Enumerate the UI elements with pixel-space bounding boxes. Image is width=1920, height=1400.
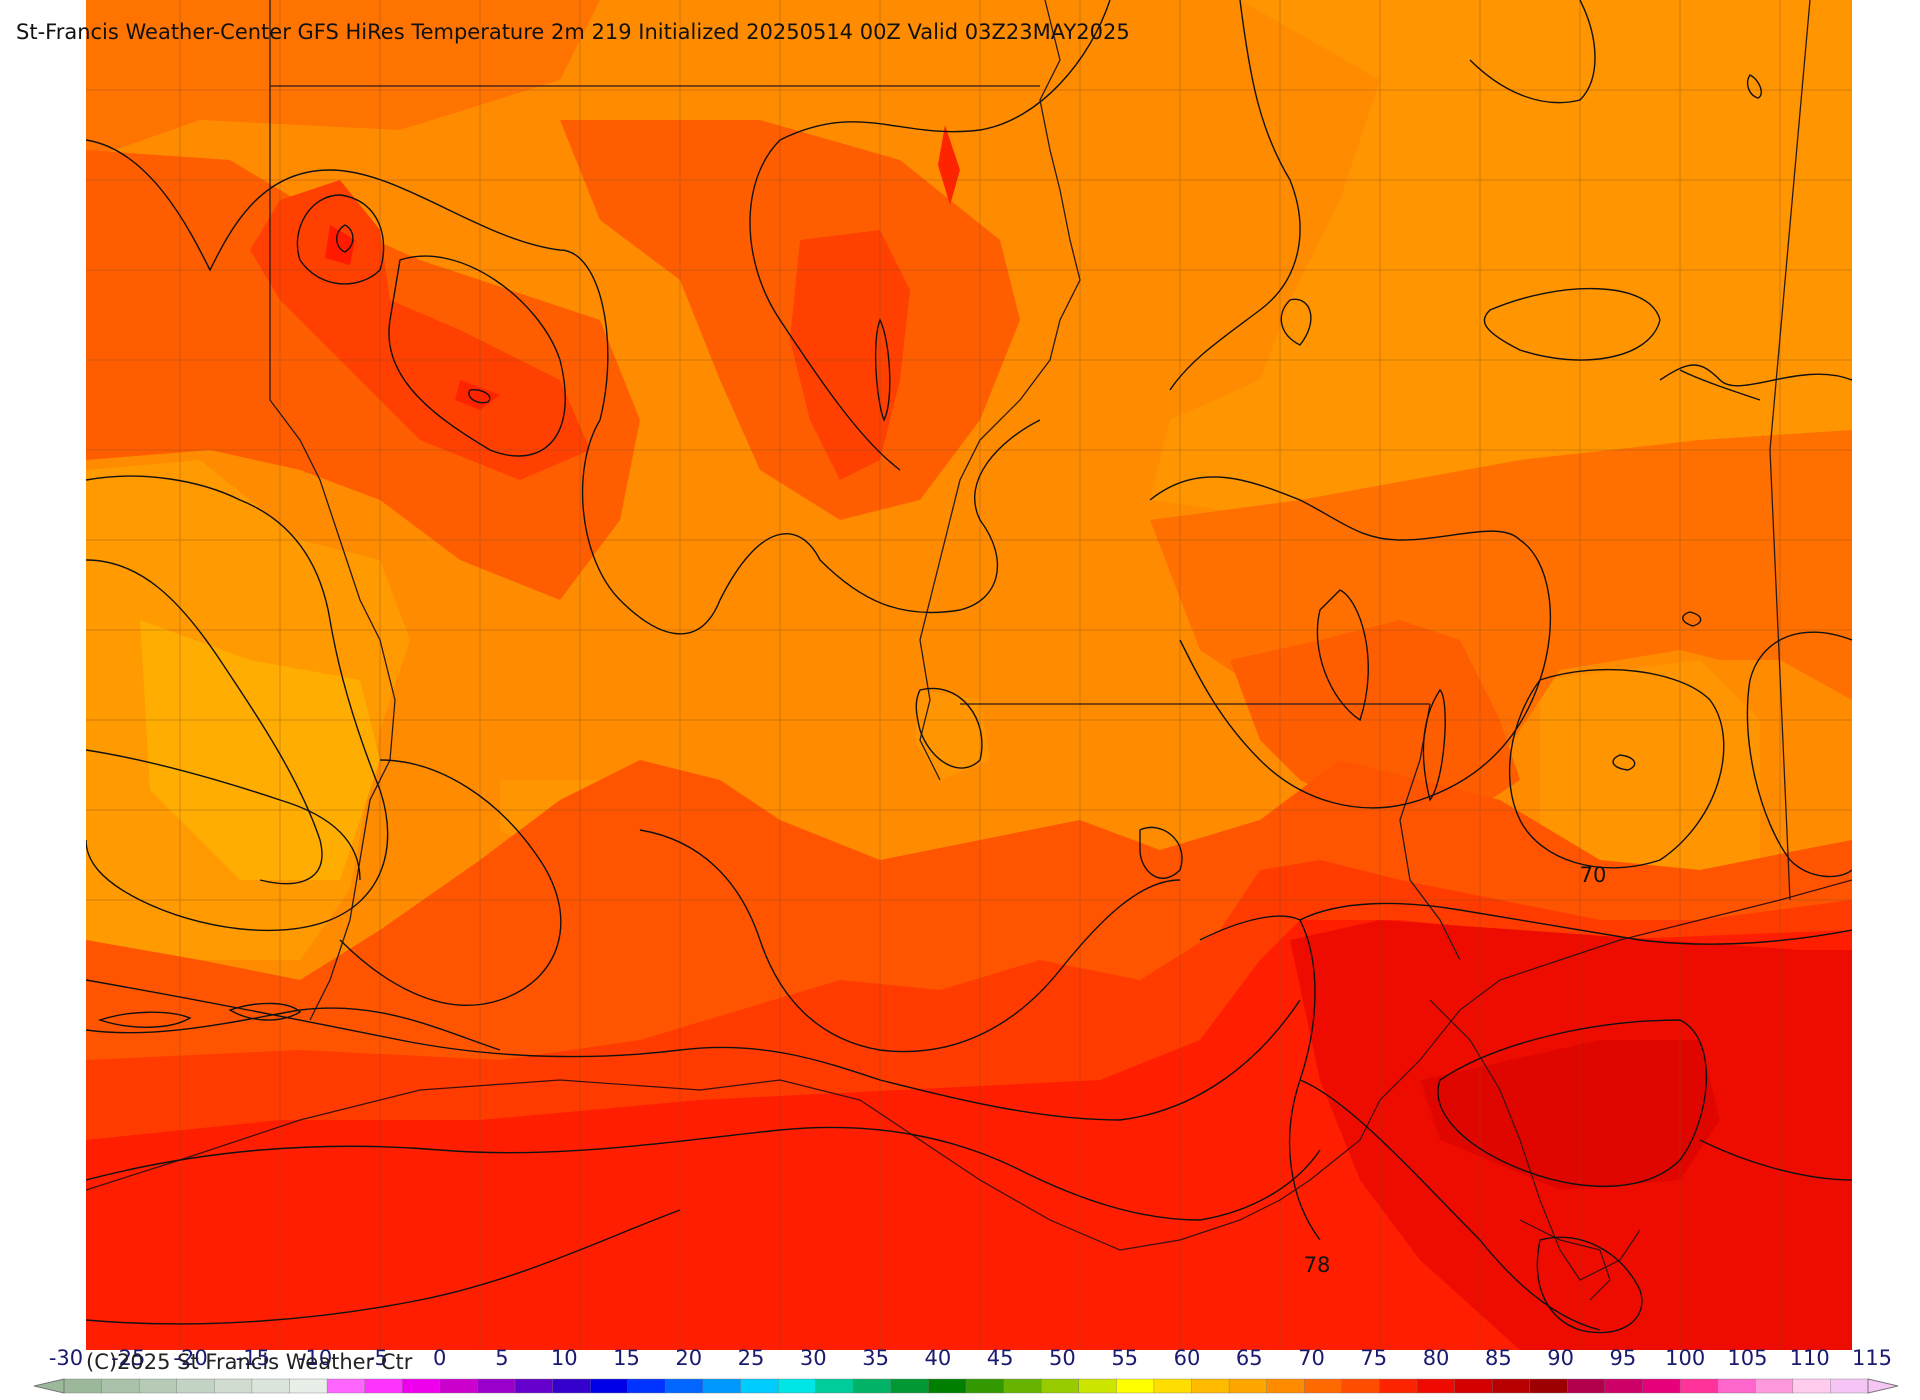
temperature-fill-layer [86, 0, 1852, 1350]
colorbar-cell [1191, 1378, 1230, 1394]
colorbar-cell [214, 1378, 253, 1394]
colorbar-cell [777, 1378, 817, 1394]
colorbar-tick-label: 20 [675, 1346, 703, 1370]
colorbar-cell [1830, 1378, 1869, 1394]
colorbar-cell [439, 1378, 479, 1394]
colorbar-cell [1604, 1378, 1644, 1394]
colorbar-tick-label: 60 [1173, 1346, 1201, 1370]
colorbar-cell [702, 1378, 742, 1394]
colorbar-cell [1341, 1378, 1381, 1394]
colorbar-cell [1717, 1378, 1756, 1394]
colorbar-cell [552, 1378, 591, 1394]
colorbar-cell [965, 1378, 1005, 1394]
colorbar-tick-label: 70 [1298, 1346, 1325, 1370]
colorbar-tick-label: 35 [862, 1346, 889, 1370]
colorbar-cell [1454, 1378, 1493, 1394]
colorbar-cell [1078, 1378, 1118, 1394]
colorbar-tick-label: -20 [173, 1346, 208, 1370]
colorbar-cell [665, 1378, 704, 1394]
colorbar-tick-label: 5 [495, 1346, 509, 1370]
colorbar-tick-label: 55 [1111, 1346, 1139, 1370]
colorbar-tick-label: 105 [1727, 1346, 1768, 1370]
colorbar-tick-label: 95 [1609, 1346, 1637, 1370]
colorbar-cell [326, 1378, 366, 1394]
colorbar-tick-label: 75 [1360, 1346, 1388, 1370]
colorbar-cell [815, 1378, 854, 1394]
coastline [86, 879, 1852, 1301]
colorbar-cell [890, 1378, 930, 1394]
colorbar-max-arrow [1867, 1378, 1899, 1394]
contour-label-78: 78 [1303, 1253, 1331, 1277]
colorbar-cell [1116, 1378, 1155, 1394]
colorbar-tick-label: 90 [1547, 1346, 1574, 1370]
colorbar-cell [1153, 1378, 1193, 1394]
colorbar-tick-label: 50 [1049, 1346, 1076, 1370]
colorbar-cell [63, 1378, 103, 1394]
state-boundaries [269, 0, 1811, 1021]
colorbar-cell [627, 1378, 667, 1394]
colorbar-cell [1567, 1378, 1606, 1394]
colorbar-cell [101, 1378, 140, 1394]
colorbar-cell [514, 1378, 554, 1394]
colorbar-cell [1416, 1378, 1456, 1394]
colorbar-tick-label: -25 [111, 1346, 146, 1370]
colorbar-tick-label: 15 [613, 1346, 640, 1370]
colorbar-cell [289, 1378, 328, 1394]
colorbar-tick-label: 110 [1789, 1346, 1830, 1370]
colorbar-cell [853, 1378, 892, 1394]
colorbar-min-arrow [33, 1378, 65, 1394]
colorbar-cell [1379, 1378, 1418, 1394]
map-title: St-Francis Weather-Center GFS HiRes Temp… [16, 20, 1130, 44]
colorbar-cell [1642, 1378, 1681, 1394]
colorbar-cell [1304, 1378, 1343, 1394]
colorbar-cell [740, 1378, 779, 1394]
colorbar-tick-label: 115 [1851, 1346, 1893, 1370]
colorbar-tick-label: -15 [235, 1346, 270, 1370]
temperature-colorbar [33, 1378, 1899, 1394]
colorbar-tick-label: 40 [924, 1346, 952, 1370]
colorbar-cell [1228, 1378, 1268, 1394]
isotherm-contours [86, 0, 1852, 1334]
colorbar-tick-label: 65 [1235, 1346, 1263, 1370]
colorbar-cell [364, 1378, 403, 1394]
colorbar-tick-label: 25 [737, 1346, 765, 1370]
colorbar-cell [251, 1378, 291, 1394]
colorbar-cell [1491, 1378, 1531, 1394]
colorbar-tick-label: 30 [799, 1346, 827, 1370]
colorbar-cell [138, 1378, 178, 1394]
colorbar-tick-label: 45 [986, 1346, 1014, 1370]
colorbar-cell [589, 1378, 629, 1394]
colorbar-cell [402, 1378, 441, 1394]
colorbar-cell [928, 1378, 967, 1394]
colorbar-tick-label: 10 [550, 1346, 578, 1370]
colorbar-cell [1266, 1378, 1305, 1394]
colorbar-cell [1792, 1378, 1832, 1394]
colorbar-cell [1679, 1378, 1719, 1394]
colorbar-tick-label: 80 [1422, 1346, 1450, 1370]
colorbar-tick-label: 85 [1484, 1346, 1512, 1370]
colorbar-cells [33, 1378, 1899, 1394]
colorbar-tick-label: 100 [1665, 1346, 1706, 1370]
colorbar-tick-label: -5 [366, 1346, 388, 1370]
colorbar-cell [1003, 1378, 1042, 1394]
colorbar-cell [1529, 1378, 1569, 1394]
colorbar-cell [1755, 1378, 1794, 1394]
copyright-text: (C)2025 St Francis Weather Ctr [86, 1350, 413, 1374]
contour-label-70: 70 [1579, 863, 1607, 887]
colorbar-tick-label: 0 [432, 1346, 447, 1370]
colorbar-cell [477, 1378, 516, 1394]
colorbar-tick-label: -30 [48, 1346, 84, 1370]
colorbar-cell [1040, 1378, 1080, 1394]
colorbar-cell [176, 1378, 216, 1394]
colorbar-tick-label: -10 [297, 1346, 333, 1370]
